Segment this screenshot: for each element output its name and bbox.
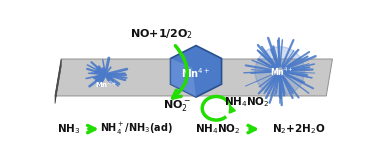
Text: NO$_2^-$: NO$_2^-$ [163, 98, 192, 113]
Text: NH$_3$: NH$_3$ [57, 122, 81, 136]
FancyArrowPatch shape [173, 46, 187, 98]
Text: NH$_4$NO$_2$: NH$_4$NO$_2$ [225, 95, 270, 109]
Text: Mn$^{4+}$: Mn$^{4+}$ [181, 66, 211, 80]
Circle shape [255, 47, 305, 96]
Text: N$_2$+2H$_2$O: N$_2$+2H$_2$O [272, 122, 326, 136]
FancyArrowPatch shape [88, 125, 95, 133]
Polygon shape [170, 46, 222, 97]
FancyArrowPatch shape [248, 125, 255, 133]
Polygon shape [55, 59, 61, 104]
Text: Mn$^{4+}$: Mn$^{4+}$ [270, 66, 293, 78]
Polygon shape [55, 59, 332, 96]
Polygon shape [170, 58, 196, 97]
Text: NO+1/2O$_2$: NO+1/2O$_2$ [130, 27, 194, 41]
Text: Mn$^{4+}$: Mn$^{4+}$ [94, 79, 116, 91]
Text: NH$_4^+$/NH$_3$(ad): NH$_4^+$/NH$_3$(ad) [100, 121, 173, 137]
Text: NH$_4$NO$_2$: NH$_4$NO$_2$ [195, 122, 240, 136]
